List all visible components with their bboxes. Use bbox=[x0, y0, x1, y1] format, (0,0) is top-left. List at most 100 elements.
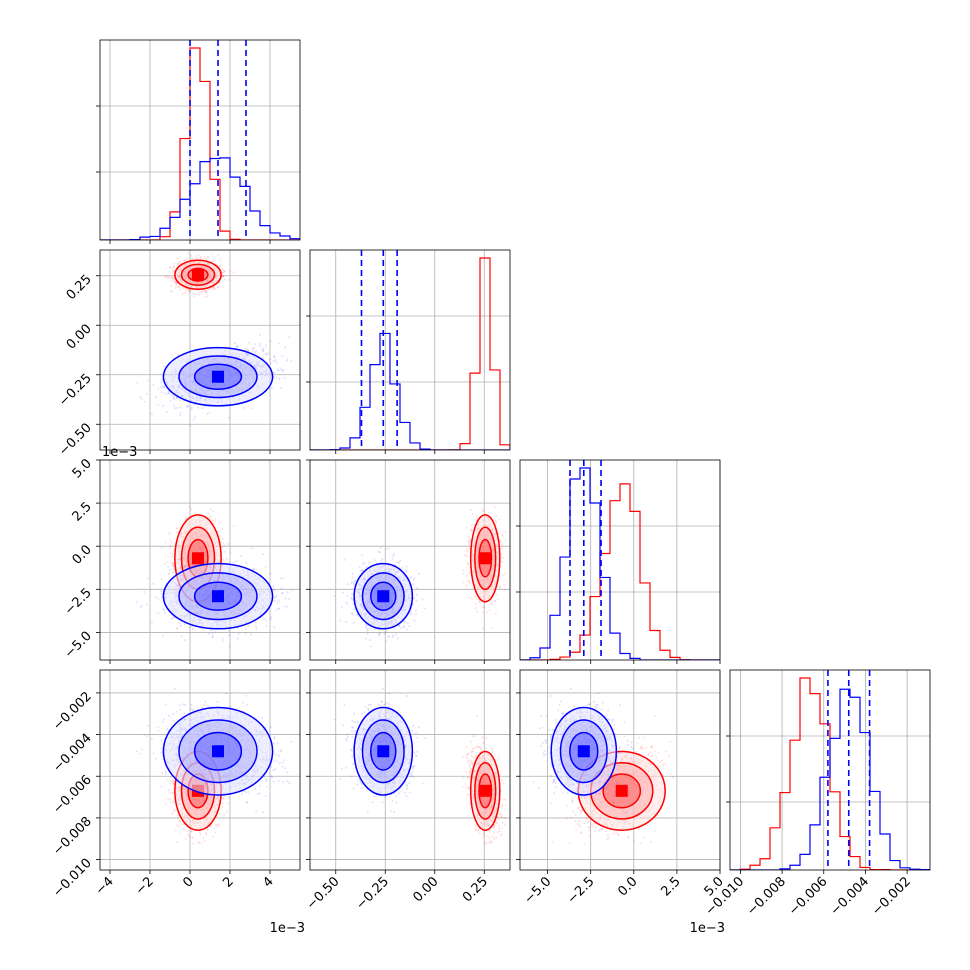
scatter-point bbox=[220, 551, 223, 554]
scatter-point bbox=[177, 283, 180, 286]
scatter-point bbox=[172, 549, 175, 552]
scatter-point bbox=[183, 623, 186, 626]
scatter-point bbox=[222, 276, 225, 279]
scatter-point bbox=[242, 406, 245, 409]
scatter-point bbox=[171, 562, 174, 565]
scatter-point bbox=[214, 630, 217, 633]
scatter-point bbox=[207, 632, 210, 635]
scatter-point bbox=[285, 605, 288, 608]
scatter-point bbox=[171, 266, 174, 269]
scatter-point bbox=[277, 607, 280, 610]
scatter-point bbox=[214, 518, 217, 521]
scatter-point bbox=[179, 406, 182, 409]
scatter-point bbox=[223, 560, 226, 563]
scatter-point bbox=[210, 629, 213, 632]
scatter-point bbox=[164, 275, 167, 278]
scatter-point bbox=[274, 596, 277, 599]
scatter-point bbox=[277, 369, 280, 372]
scatter-point bbox=[221, 561, 224, 564]
scatter-point bbox=[189, 289, 192, 292]
scatter-point bbox=[179, 288, 182, 291]
scatter-point bbox=[223, 550, 226, 553]
scatter-point bbox=[204, 289, 207, 292]
density-peak-0 bbox=[192, 268, 204, 281]
scatter-point bbox=[191, 627, 194, 630]
scatter-point bbox=[169, 279, 172, 282]
scatter-point bbox=[269, 572, 272, 575]
scatter-point bbox=[193, 560, 196, 563]
scatter-point bbox=[206, 412, 209, 415]
scatter-point bbox=[199, 257, 202, 260]
scatter-point bbox=[273, 599, 276, 602]
scatter-point bbox=[165, 411, 168, 414]
scatter-point bbox=[169, 277, 172, 280]
scatter-point bbox=[179, 624, 182, 627]
scatter-point bbox=[208, 411, 211, 414]
scatter-point bbox=[212, 259, 215, 262]
scatter-point bbox=[197, 289, 200, 292]
scatter-point bbox=[211, 635, 214, 638]
scatter-point bbox=[171, 564, 174, 567]
scatter-point bbox=[154, 596, 157, 599]
scatter-point bbox=[190, 408, 193, 411]
scatter-point bbox=[168, 569, 171, 572]
scatter-point bbox=[179, 411, 182, 414]
scatter-point bbox=[190, 406, 193, 409]
scatter-point bbox=[281, 370, 284, 373]
scatter-point bbox=[168, 547, 171, 550]
scatter-point bbox=[160, 546, 163, 549]
scatter-point bbox=[213, 521, 216, 524]
scatter-point bbox=[205, 258, 208, 261]
scatter-point bbox=[212, 510, 215, 513]
scatter-point bbox=[186, 404, 189, 407]
scatter-point bbox=[218, 521, 221, 524]
scatter-point bbox=[281, 355, 284, 358]
scatter-point bbox=[206, 295, 209, 298]
scatter-point bbox=[140, 604, 143, 607]
scatter-point bbox=[185, 259, 188, 262]
scatter-point bbox=[178, 622, 181, 625]
scatter-point bbox=[245, 628, 248, 631]
scatter-point bbox=[168, 266, 171, 269]
scatter-point bbox=[283, 605, 286, 608]
scatter-point bbox=[175, 281, 178, 284]
scatter-point bbox=[232, 271, 235, 274]
panel-1-1 bbox=[306, 249, 511, 454]
scatter-point bbox=[259, 333, 262, 336]
scatter-point bbox=[197, 406, 200, 409]
scatter-point bbox=[252, 346, 255, 349]
scatter-point bbox=[173, 265, 176, 268]
scatter-point bbox=[145, 392, 148, 395]
scatter-point bbox=[261, 348, 264, 351]
scatter-point bbox=[214, 287, 217, 290]
scatter-point bbox=[184, 517, 187, 520]
scatter-point bbox=[170, 617, 173, 620]
scatter-point bbox=[201, 407, 204, 410]
scatter-point bbox=[245, 348, 248, 351]
scatter-point bbox=[184, 289, 187, 292]
scatter-point bbox=[172, 278, 175, 281]
scatter-point bbox=[278, 342, 281, 345]
scatter-point bbox=[171, 277, 174, 280]
scatter-point bbox=[162, 404, 165, 407]
scatter-point bbox=[180, 635, 183, 638]
scatter-point bbox=[166, 560, 169, 563]
scatter-point bbox=[216, 285, 219, 288]
scatter-point bbox=[157, 597, 160, 600]
scatter-point bbox=[152, 384, 155, 387]
scatter-point bbox=[192, 257, 195, 260]
scatter-point bbox=[183, 259, 186, 262]
scatter-point bbox=[211, 253, 214, 256]
scatter-point bbox=[160, 391, 163, 394]
scatter-point bbox=[178, 399, 181, 402]
scatter-point bbox=[223, 544, 226, 547]
scatter-point bbox=[222, 271, 225, 274]
scatter-point bbox=[265, 344, 268, 347]
density-peak-1 bbox=[212, 370, 224, 383]
scatter-point bbox=[199, 547, 202, 550]
scatter-point bbox=[227, 634, 230, 637]
scatter-point bbox=[284, 346, 287, 349]
scatter-point bbox=[252, 568, 255, 571]
scatter-point bbox=[236, 344, 239, 347]
